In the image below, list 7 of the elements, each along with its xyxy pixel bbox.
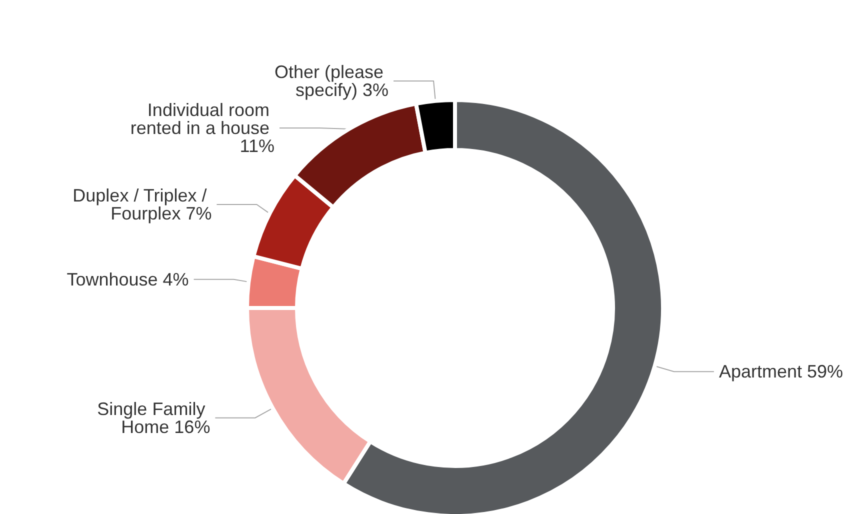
slice-label: Other (please specify) 3% [274, 62, 389, 100]
slice-label: Single Family Home 16% [97, 398, 210, 437]
slice-label: Apartment 59% [718, 362, 844, 382]
slice-label: Individual room rented in a house [130, 100, 275, 138]
slice-label: Duplex / Triplex / Fourplex 7% [72, 185, 212, 224]
data-label: 11% [240, 136, 275, 156]
slice-label: Townhouse 4% [66, 269, 189, 290]
